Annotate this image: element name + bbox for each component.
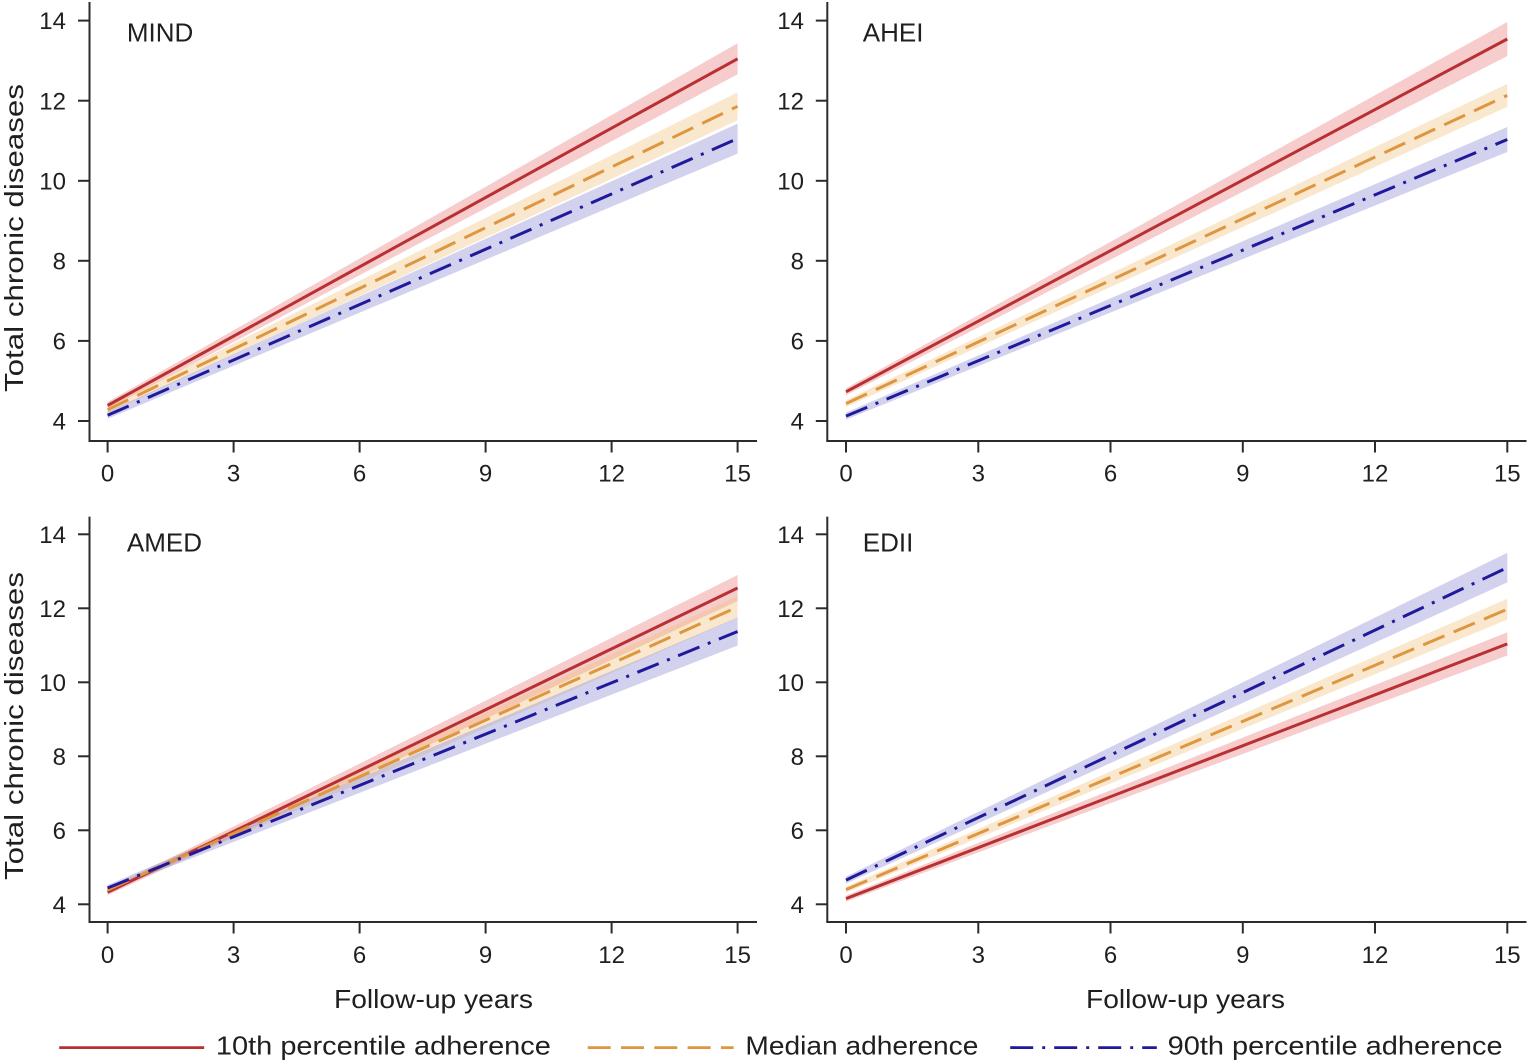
svg-text:3: 3: [972, 461, 985, 488]
svg-text:0: 0: [101, 942, 114, 969]
svg-text:0: 0: [839, 461, 852, 488]
svg-text:8: 8: [791, 744, 804, 771]
svg-text:Follow-up years: Follow-up years: [1086, 984, 1285, 1014]
svg-text:Total chronic diseases: Total chronic diseases: [0, 572, 29, 880]
svg-text:AMED: AMED: [127, 528, 202, 558]
svg-text:12: 12: [777, 596, 804, 623]
svg-text:14: 14: [39, 8, 66, 35]
svg-text:9: 9: [1236, 942, 1249, 969]
svg-text:9: 9: [1236, 461, 1249, 488]
svg-text:8: 8: [53, 248, 66, 275]
svg-text:10: 10: [39, 670, 66, 697]
svg-text:14: 14: [777, 522, 804, 549]
svg-text:15: 15: [1494, 942, 1521, 969]
svg-text:10: 10: [777, 670, 804, 697]
svg-text:6: 6: [1104, 942, 1117, 969]
svg-text:8: 8: [791, 248, 804, 275]
svg-text:Total chronic diseases: Total chronic diseases: [0, 84, 29, 392]
svg-text:12: 12: [777, 88, 804, 115]
svg-text:4: 4: [791, 409, 804, 436]
svg-text:4: 4: [53, 892, 66, 919]
svg-text:10: 10: [777, 168, 804, 195]
svg-text:Median adherence: Median adherence: [745, 1031, 978, 1061]
svg-text:3: 3: [972, 942, 985, 969]
svg-text:EDII: EDII: [863, 528, 914, 558]
svg-text:9: 9: [479, 461, 492, 488]
svg-text:6: 6: [53, 818, 66, 845]
svg-text:12: 12: [39, 88, 66, 115]
svg-text:AHEI: AHEI: [863, 18, 924, 48]
svg-text:12: 12: [598, 461, 625, 488]
svg-text:3: 3: [227, 942, 240, 969]
svg-text:12: 12: [1362, 461, 1389, 488]
svg-text:0: 0: [101, 461, 114, 488]
svg-text:4: 4: [53, 409, 66, 436]
svg-text:15: 15: [724, 461, 751, 488]
svg-text:MIND: MIND: [127, 18, 193, 48]
svg-text:8: 8: [53, 744, 66, 771]
svg-text:15: 15: [724, 942, 751, 969]
svg-text:15: 15: [1494, 461, 1521, 488]
svg-text:12: 12: [1362, 942, 1389, 969]
svg-text:3: 3: [227, 461, 240, 488]
svg-text:14: 14: [777, 8, 804, 35]
svg-text:14: 14: [39, 522, 66, 549]
svg-text:90th percentile adherence: 90th percentile adherence: [1168, 1031, 1503, 1061]
svg-text:6: 6: [1104, 461, 1117, 488]
svg-text:10th percentile adherence: 10th percentile adherence: [216, 1031, 551, 1061]
svg-text:12: 12: [39, 596, 66, 623]
svg-text:6: 6: [353, 461, 366, 488]
svg-text:4: 4: [791, 892, 804, 919]
svg-text:6: 6: [791, 329, 804, 356]
svg-text:12: 12: [598, 942, 625, 969]
svg-text:9: 9: [479, 942, 492, 969]
svg-text:6: 6: [791, 818, 804, 845]
svg-text:6: 6: [53, 329, 66, 356]
svg-text:6: 6: [353, 942, 366, 969]
svg-text:Follow-up years: Follow-up years: [334, 984, 533, 1014]
svg-text:0: 0: [839, 942, 852, 969]
svg-text:10: 10: [39, 168, 66, 195]
